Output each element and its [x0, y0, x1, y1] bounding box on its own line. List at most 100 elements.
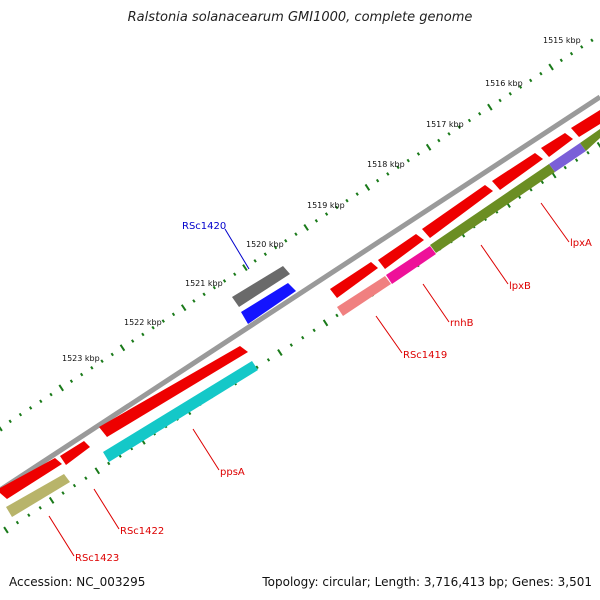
- genome-backbone: [0, 94, 600, 493]
- major-tick: [596, 141, 600, 149]
- forward-cds-track: [0, 110, 600, 499]
- minor-tick: [212, 285, 216, 290]
- label-ppsa: ppsA: [220, 467, 245, 478]
- major-tick: [277, 348, 283, 356]
- cds-arrow[interactable]: [492, 153, 543, 190]
- minor-tick: [273, 245, 278, 250]
- minor-tick: [131, 339, 135, 343]
- gene-rsc1419[interactable]: [337, 276, 391, 316]
- minor-tick: [406, 158, 410, 163]
- minor-tick: [386, 172, 390, 176]
- major-tick: [94, 467, 101, 475]
- minor-tick: [18, 412, 23, 417]
- minor-tick: [563, 165, 567, 170]
- major-tick: [242, 264, 248, 272]
- minor-tick: [141, 332, 145, 337]
- label-leaders: [48, 202, 570, 557]
- minor-tick: [222, 279, 227, 283]
- label-rnhb: rnhB: [450, 318, 474, 329]
- label-rsc1422: RSc1422: [120, 526, 164, 537]
- gene-lpxa[interactable]: [549, 143, 586, 172]
- minor-tick: [540, 180, 545, 185]
- minor-tick: [233, 272, 237, 277]
- ruler-ticks: [0, 38, 594, 432]
- cds-arrow[interactable]: [0, 458, 62, 499]
- minor-tick: [79, 372, 84, 377]
- gene-rsc1423[interactable]: [6, 474, 70, 517]
- minor-tick: [345, 198, 349, 203]
- genome-summary-text: Topology: circular; Length: 3,716,413 bp…: [262, 575, 592, 589]
- ruler-label-1520: 1520 kbp: [246, 240, 284, 249]
- gene-labels: lpxA lpxB rnhB RSc1419 RSc1420 ppsA RSc1…: [75, 221, 592, 564]
- minor-tick: [72, 483, 77, 488]
- minor-tick: [396, 165, 400, 170]
- minor-tick: [375, 178, 380, 183]
- minor-tick: [8, 419, 12, 424]
- minor-tick: [559, 58, 563, 63]
- ruler-label-1515: 1515 kbp: [543, 36, 581, 45]
- minor-tick: [289, 343, 293, 347]
- leader-lpxa: [540, 202, 570, 243]
- minor-tick: [100, 359, 104, 363]
- label-lpxb: lpxB: [509, 281, 531, 292]
- minor-tick: [580, 45, 584, 49]
- minor-tick: [90, 366, 94, 370]
- minor-tick: [529, 187, 533, 192]
- grey-cds-arrow[interactable]: [232, 266, 290, 307]
- label-rsc1423: RSc1423: [75, 553, 119, 564]
- leader-rsc1420: [224, 228, 250, 270]
- minor-tick: [498, 98, 502, 103]
- cds-arrow[interactable]: [422, 185, 493, 238]
- minor-tick: [255, 365, 259, 370]
- minor-tick: [457, 125, 461, 129]
- major-tick: [119, 344, 126, 352]
- label-rsc1419: RSc1419: [403, 350, 447, 361]
- label-rsc1420: RSc1420: [182, 221, 226, 232]
- cds-arrow[interactable]: [330, 262, 378, 298]
- minor-tick: [107, 461, 111, 466]
- major-tick: [364, 183, 371, 191]
- minor-tick: [28, 406, 33, 410]
- minor-tick: [161, 319, 165, 323]
- ruler-label-1522: 1522 kbp: [124, 318, 162, 327]
- gene-ppsa[interactable]: [103, 361, 258, 462]
- minor-tick: [301, 335, 305, 340]
- ruler-label-1521: 1521 kbp: [185, 279, 223, 288]
- gene-lpxb-tail[interactable]: [580, 129, 600, 151]
- minor-tick: [324, 212, 329, 216]
- cds-arrow[interactable]: [541, 133, 573, 157]
- cds-arrow[interactable]: [571, 110, 600, 137]
- leader-rsc1423: [48, 515, 75, 557]
- leader-ppsa: [192, 428, 220, 471]
- cds-arrow[interactable]: [99, 346, 248, 437]
- major-tick: [487, 103, 493, 111]
- cds-arrow[interactable]: [378, 234, 424, 269]
- cds-arrow[interactable]: [60, 441, 90, 465]
- minor-tick: [335, 205, 339, 210]
- minor-tick: [508, 91, 512, 96]
- minor-tick: [335, 313, 339, 318]
- major-tick: [180, 304, 187, 312]
- leader-rsc1419: [375, 315, 403, 354]
- minor-tick: [314, 218, 319, 223]
- minor-tick: [192, 299, 196, 303]
- gene-lpxb[interactable]: [430, 164, 555, 253]
- major-tick: [58, 384, 64, 392]
- major-tick: [3, 526, 9, 534]
- minor-tick: [478, 112, 482, 116]
- major-tick: [303, 223, 309, 231]
- minor-tick: [294, 232, 298, 236]
- minor-tick: [437, 138, 441, 143]
- map-title: Ralstonia solanacearum GMI1000, complete…: [127, 10, 473, 25]
- minor-tick: [253, 259, 257, 263]
- gene-rsc1420[interactable]: [241, 283, 296, 324]
- minor-tick: [590, 38, 594, 43]
- minor-tick: [569, 51, 574, 56]
- minor-tick: [447, 132, 451, 136]
- ruler-label-1523: 1523 kbp: [62, 354, 100, 363]
- ruler-label-1517: 1517 kbp: [426, 120, 464, 129]
- minor-tick: [39, 399, 43, 404]
- minor-tick: [202, 292, 206, 297]
- gene-rnhb[interactable]: [386, 246, 436, 284]
- ruler-label-1516: 1516 kbp: [485, 79, 523, 88]
